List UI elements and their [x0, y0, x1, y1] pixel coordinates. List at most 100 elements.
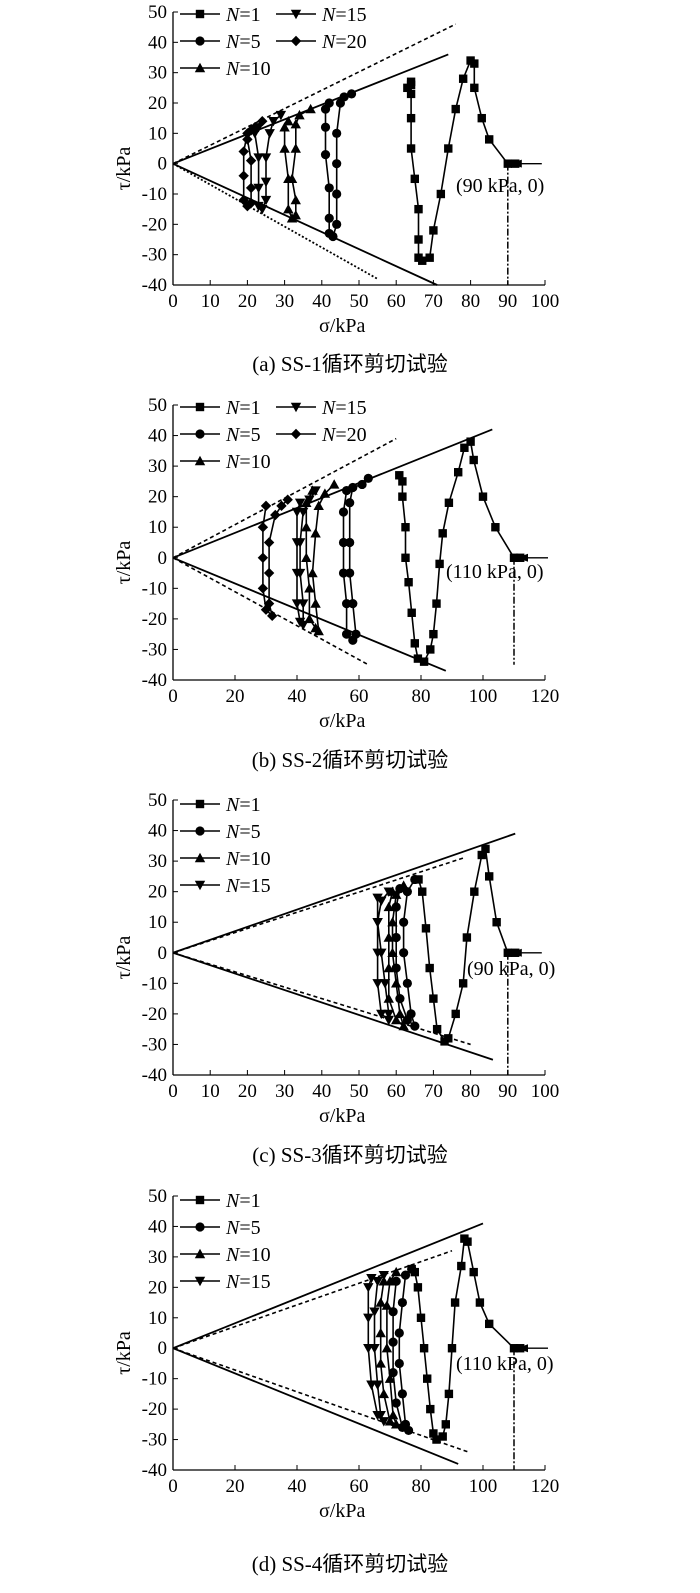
data-point-n5	[363, 473, 373, 483]
x-tick-label: 100	[469, 686, 498, 707]
x-tick-label: 80	[461, 1081, 480, 1102]
series-n1	[395, 437, 525, 666]
data-point-n20	[245, 182, 257, 194]
data-point-n15	[372, 948, 383, 958]
legend-label: N=5	[225, 424, 261, 446]
data-point-n1	[432, 599, 441, 608]
legend-item-n20: N=20	[276, 31, 367, 53]
legend-item-n1: N=1	[180, 397, 261, 419]
series-line-n1	[417, 846, 516, 1043]
y-tick-label: 50	[148, 1186, 167, 1207]
chart-panel-d: -40 -30 -20 -10 0 10 20 30 40 50 0 20 40 60 80 100 120 σ/…	[0, 1186, 700, 1593]
data-point-n20	[238, 170, 249, 181]
data-point-n1	[492, 918, 501, 927]
x-tick-label: 0	[168, 686, 178, 707]
data-point-n15	[376, 1009, 387, 1020]
data-point-n15	[363, 1344, 374, 1354]
y-tick-label: -30	[142, 639, 167, 660]
data-point-n1	[509, 1344, 519, 1353]
data-point-n10	[381, 1343, 393, 1353]
data-point-n1	[441, 1420, 450, 1429]
data-point-n5	[399, 948, 409, 958]
legend-marker-n1	[195, 1195, 205, 1205]
data-point-n1	[454, 468, 463, 477]
data-point-n10	[283, 116, 294, 126]
data-point-n5	[338, 568, 349, 578]
legend-item-n1: N=1	[180, 4, 261, 26]
y-tick-label: -40	[142, 670, 167, 691]
data-point-n15	[264, 129, 275, 139]
data-point-n5	[338, 507, 349, 517]
data-point-n15	[383, 887, 394, 897]
data-point-n10	[319, 488, 331, 498]
data-point-n1	[435, 559, 444, 569]
y-axis-label: τ/kPa	[113, 936, 135, 980]
data-point-n15	[260, 177, 272, 188]
legend-item-n5: N=5	[180, 424, 261, 446]
data-point-n1	[404, 578, 413, 587]
series-n15	[291, 486, 321, 631]
x-tick-label: 120	[531, 686, 560, 707]
y-tick-label: -10	[142, 973, 167, 994]
data-point-n1	[469, 455, 478, 465]
x-tick-label: 30	[275, 291, 294, 312]
data-point-n10	[310, 598, 321, 608]
x-tick-label: 40	[312, 1081, 331, 1102]
data-point-n15	[369, 1307, 380, 1317]
x-tick-label: 40	[288, 1476, 307, 1497]
legend-marker-n1	[195, 9, 205, 19]
x-tick-label: 60	[387, 1081, 406, 1102]
y-tick-label: 30	[148, 851, 167, 872]
data-point-n15	[268, 117, 279, 127]
x-tick-label: 20	[238, 1081, 257, 1102]
data-point-n1	[414, 253, 423, 262]
data-point-n15	[366, 1380, 377, 1390]
data-point-n10	[305, 103, 316, 114]
data-point-n1	[432, 1024, 442, 1034]
data-point-n10	[375, 1327, 386, 1338]
y-tick-label: -20	[142, 214, 167, 235]
y-tick-label: 40	[148, 426, 167, 447]
data-point-n10	[301, 522, 312, 532]
data-point-n5	[388, 1337, 398, 1347]
data-point-n1	[410, 174, 419, 184]
data-point-n5	[332, 219, 342, 229]
data-point-n5	[410, 1021, 420, 1031]
data-point-n1	[478, 492, 488, 501]
data-point-n15	[372, 918, 383, 928]
data-point-n20	[238, 146, 249, 157]
y-tick-label: 20	[148, 882, 167, 903]
data-point-n10	[398, 880, 409, 890]
x-tick-label: 80	[412, 1476, 431, 1497]
data-point-n10	[391, 978, 402, 988]
data-point-n1	[419, 657, 429, 666]
series-n5	[388, 1264, 417, 1436]
data-point-n1	[398, 492, 407, 501]
data-point-n15	[253, 153, 264, 163]
legend-item-n10: N=10	[180, 58, 271, 80]
data-point-n5	[345, 498, 355, 508]
data-point-n1	[413, 654, 423, 663]
legend-label: N=10	[225, 58, 271, 80]
x-tick-label: 30	[275, 1081, 294, 1102]
legend-marker-n1	[195, 799, 205, 809]
data-point-n5	[348, 635, 358, 645]
chart-panel-a: -40 -30 -20 -10 0 10 20 30 40 50 0 10 20 30 40 50 60 70 80…	[0, 0, 700, 392]
data-point-n10	[394, 1008, 406, 1019]
legend-label: N=1	[225, 4, 261, 26]
reference-line-solid	[172, 951, 494, 1061]
data-point-n15	[260, 153, 272, 163]
data-point-n1	[413, 1283, 423, 1292]
legend-marker-n10	[194, 62, 206, 73]
data-point-n10	[286, 213, 298, 223]
data-point-n1	[462, 933, 472, 942]
data-point-n10	[304, 613, 315, 624]
y-tick-label: 50	[148, 2, 167, 23]
series-n20	[257, 494, 293, 622]
legend-marker-n20	[290, 35, 302, 47]
y-tick-label: 50	[148, 790, 167, 811]
data-point-n10	[329, 479, 340, 489]
data-point-n10	[307, 567, 318, 578]
data-point-n10	[387, 917, 398, 927]
legend-marker-n15	[290, 9, 302, 20]
